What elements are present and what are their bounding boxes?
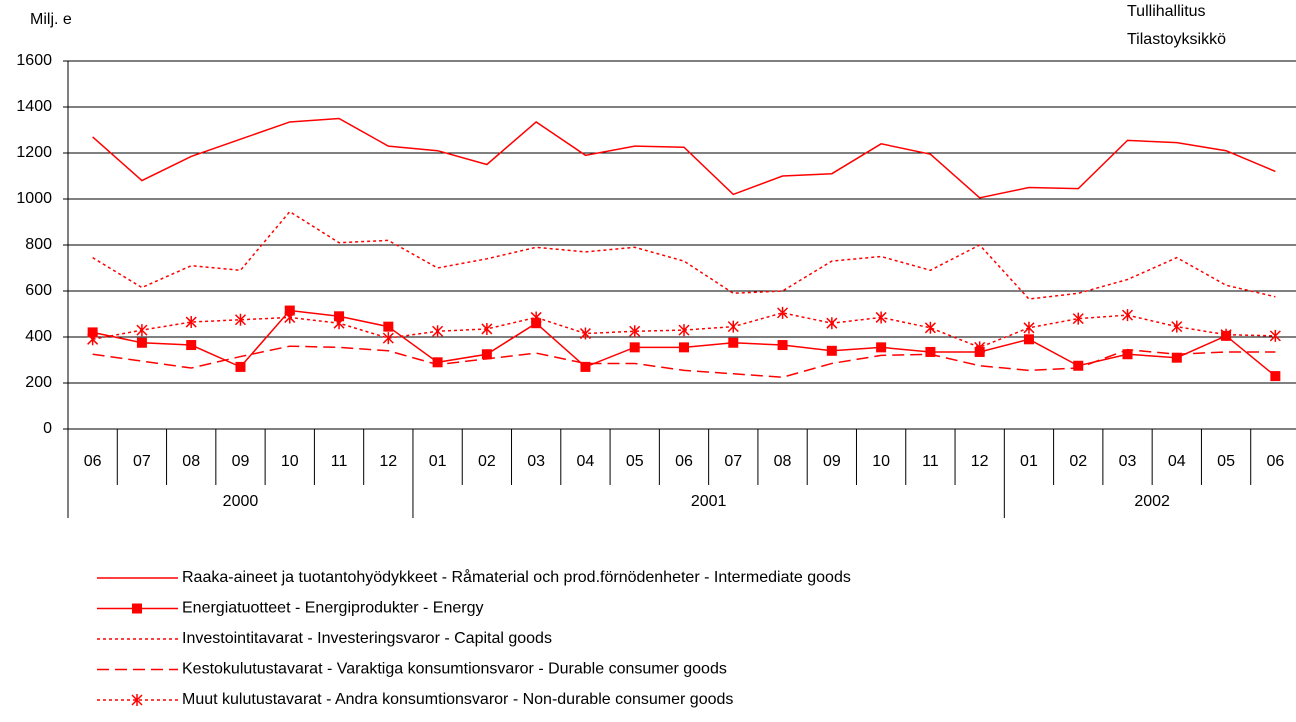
marker [826, 345, 837, 356]
marker [777, 340, 788, 351]
source: Tilastoyksikkö [1127, 31, 1226, 48]
marker [284, 311, 296, 324]
group-label: 2001 [691, 493, 727, 510]
x-tick-label: 01 [1020, 453, 1038, 470]
legend-label: Energiatuotteet - Energiprodukter - Ener… [182, 600, 484, 617]
x-tick-label: 12 [379, 453, 397, 470]
x-tick-label: 11 [922, 453, 939, 470]
marker [580, 361, 591, 372]
marker [1270, 371, 1281, 382]
x-tick-label: 08 [774, 453, 792, 470]
x-tick-label: 12 [971, 453, 989, 470]
y-tick-label: 1000 [16, 190, 52, 207]
x-tick-label: 09 [823, 453, 841, 470]
group-label: 2002 [1134, 493, 1170, 510]
x-tick-label: 02 [1069, 453, 1087, 470]
marker [131, 694, 143, 706]
marker [1072, 312, 1084, 325]
marker [481, 322, 493, 335]
marker [1171, 320, 1183, 333]
x-tick-label: 05 [626, 453, 644, 470]
y-tick-label: 1600 [16, 52, 52, 69]
group-label: 2000 [223, 493, 259, 510]
marker [1171, 352, 1182, 363]
y-tick-label: 600 [25, 282, 52, 299]
marker [235, 361, 246, 372]
x-tick-label: 07 [724, 453, 742, 470]
marker [876, 342, 887, 353]
marker [481, 349, 492, 360]
marker [185, 316, 197, 329]
y-tick-label: 0 [43, 420, 52, 437]
marker [1220, 328, 1232, 341]
x-tick-label: 10 [281, 453, 299, 470]
marker [383, 321, 394, 332]
marker [333, 317, 345, 330]
marker [284, 305, 295, 316]
y-tick-label: 200 [25, 374, 52, 391]
marker [1269, 329, 1281, 342]
x-tick-label: 01 [429, 453, 447, 470]
x-tick-label: 04 [577, 453, 595, 470]
marker [1073, 360, 1084, 371]
marker [974, 341, 986, 354]
marker [1122, 349, 1133, 360]
legend-label: Kestokulutustavarat - Varaktiga konsumti… [182, 661, 727, 678]
x-tick-label: 09 [232, 453, 250, 470]
x-tick-label: 07 [133, 453, 151, 470]
legend-label: Investointitavarat - Investeringsvaror -… [182, 630, 552, 647]
series-line [92, 117, 1276, 199]
y-tick-label: 800 [25, 236, 52, 253]
marker [579, 327, 591, 340]
y-tick-label: 400 [25, 328, 52, 345]
x-tick-label: 06 [675, 453, 693, 470]
marker [132, 603, 142, 614]
x-tick-label: 03 [1119, 453, 1137, 470]
marker [136, 324, 148, 337]
series-line [92, 210, 1276, 300]
series-line [92, 345, 1276, 379]
y-tick-label: 1200 [16, 144, 52, 161]
marker [186, 340, 197, 351]
marker [1121, 309, 1134, 322]
marker [1023, 321, 1035, 334]
y-unit-label: Milj. e [30, 11, 72, 28]
marker [679, 342, 689, 353]
marker [136, 337, 147, 348]
marker [234, 313, 247, 326]
marker [334, 311, 345, 322]
x-tick-label: 06 [1266, 453, 1284, 470]
marker [432, 325, 444, 338]
marker [925, 346, 936, 357]
marker [875, 311, 887, 324]
x-tick-label: 02 [478, 453, 496, 470]
marker [678, 324, 690, 337]
marker [432, 357, 443, 368]
marker [728, 337, 739, 348]
x-tick-label: 03 [527, 453, 545, 470]
x-tick-label: 11 [331, 453, 348, 470]
y-tick-label: 1400 [16, 98, 52, 115]
marker [1023, 334, 1034, 345]
source: Tullihallitus [1127, 3, 1206, 20]
x-tick-label: 05 [1217, 453, 1235, 470]
marker [629, 325, 641, 338]
marker [530, 311, 542, 324]
x-tick-label: 08 [182, 453, 200, 470]
x-tick-label: 06 [84, 453, 102, 470]
x-tick-label: 04 [1168, 453, 1186, 470]
marker [382, 332, 394, 345]
marker [826, 317, 838, 330]
marker [727, 320, 739, 333]
x-tick-label: 10 [872, 453, 890, 470]
marker [777, 306, 789, 319]
marker [924, 321, 936, 334]
marker [87, 327, 98, 338]
legend-label: Raaka-aineet ja tuotantohyödykkeet - Råm… [182, 568, 851, 586]
marker [87, 333, 99, 346]
marker [629, 342, 640, 353]
legend-label: Muut kulutustavarat - Andra konsumtionsv… [182, 691, 733, 708]
